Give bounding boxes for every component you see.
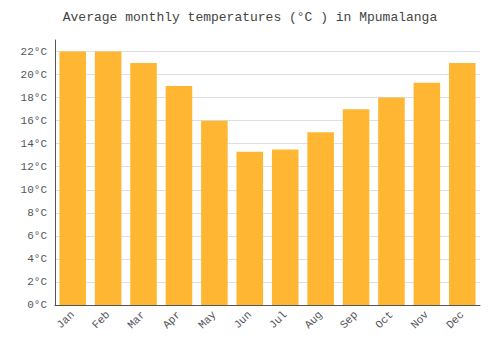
svg-text:Aug: Aug [302,309,324,331]
svg-text:16°C: 16°C [21,115,48,127]
svg-text:8°C: 8°C [27,207,47,219]
svg-text:10°C: 10°C [21,184,48,196]
svg-text:4°C: 4°C [27,253,47,265]
svg-text:Feb: Feb [90,309,112,331]
svg-text:6°C: 6°C [27,230,47,242]
svg-text:Sep: Sep [338,309,360,331]
svg-text:0°C: 0°C [27,299,47,311]
svg-text:2°C: 2°C [27,276,47,288]
svg-text:Dec: Dec [444,309,466,331]
svg-text:14°C: 14°C [21,138,48,150]
svg-text:Jun: Jun [232,309,254,331]
svg-text:18°C: 18°C [21,92,48,104]
svg-text:Jul: Jul [267,309,289,331]
svg-text:Apr: Apr [161,309,183,331]
svg-text:Oct: Oct [373,309,395,331]
svg-text:20°C: 20°C [21,69,48,81]
svg-text:Nov: Nov [409,308,432,331]
svg-text:Average monthly temperatures (: Average monthly temperatures (°C ) in Mp… [63,10,438,25]
svg-text:Mar: Mar [125,309,147,331]
svg-text:Jan: Jan [54,309,76,331]
svg-text:12°C: 12°C [21,161,48,173]
svg-text:22°C: 22°C [21,46,48,58]
svg-text:May: May [196,308,219,331]
